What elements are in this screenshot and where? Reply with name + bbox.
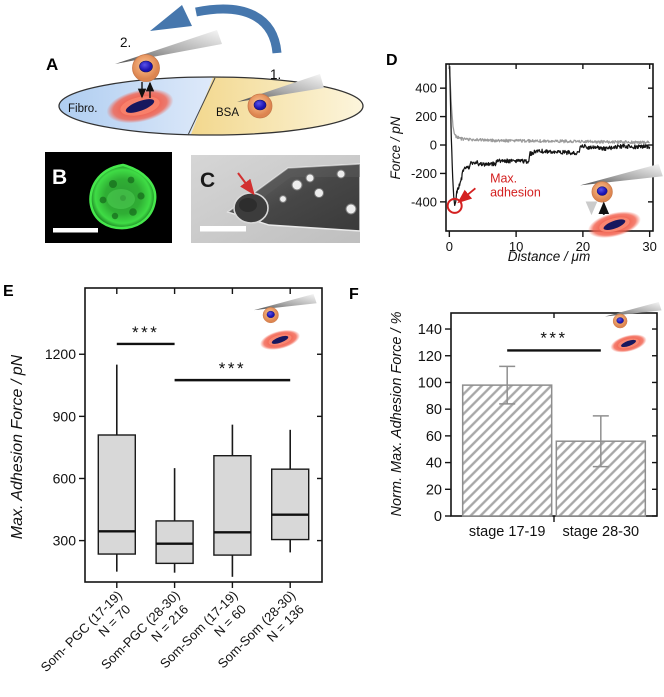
- max-adhesion-arrow-icon: [457, 187, 476, 204]
- bsa-region-label: BSA: [216, 107, 239, 119]
- plot-frame: [84, 287, 323, 583]
- attached-cell: [233, 192, 269, 224]
- scale-bar: [200, 226, 246, 232]
- panel-f-label: F: [349, 286, 359, 303]
- significance-stars: ***: [540, 328, 567, 347]
- panel-b-label: B: [52, 166, 67, 189]
- bar-label: stage 28-30: [563, 524, 640, 540]
- cantilever-2: [115, 30, 222, 82]
- svg-text:0: 0: [446, 239, 453, 254]
- svg-text:300: 300: [53, 532, 77, 548]
- transfer-arrow-icon: [150, 4, 282, 54]
- svg-text:100: 100: [418, 376, 442, 392]
- svg-text:30: 30: [642, 239, 656, 254]
- box-2: [155, 468, 194, 573]
- svg-text:200: 200: [415, 109, 437, 124]
- step-1-label: 1.: [270, 67, 281, 82]
- svg-text:0: 0: [430, 138, 437, 153]
- svg-text:-200: -200: [411, 166, 437, 181]
- max-adhesion-annotation: Max.: [490, 171, 517, 185]
- error-bar: [592, 415, 609, 468]
- approach-retract-arrows-icon: [137, 81, 155, 99]
- cantilever-cell-inset: [254, 294, 317, 350]
- green-cell: [89, 163, 157, 230]
- plot-frame: [445, 63, 654, 232]
- cell-pointer-arrow-icon: [237, 172, 255, 196]
- cantilever-cell-inset: [580, 164, 663, 238]
- box-3: [213, 424, 252, 577]
- box-4: [271, 429, 310, 553]
- panel-d-label: D: [386, 52, 398, 69]
- significance-stars: ***: [219, 359, 246, 378]
- step-2-label: 2.: [120, 35, 131, 50]
- svg-text:1200: 1200: [45, 346, 76, 362]
- panel-c-brightfield-image: C: [191, 155, 360, 243]
- svg-text:10: 10: [509, 239, 523, 254]
- droplets: [279, 169, 357, 215]
- significance-stars: ***: [132, 323, 159, 342]
- f-y-axis-title: Norm. Max. Adhesion Force / %: [389, 311, 405, 517]
- error-bar: [499, 365, 516, 405]
- svg-text:120: 120: [418, 349, 442, 365]
- d-x-axis-title: Distance / μm: [507, 249, 591, 264]
- max-adhesion-annotation: adhesion: [490, 185, 541, 199]
- max-adhesion-circle: [446, 197, 463, 214]
- svg-text:20: 20: [576, 239, 590, 254]
- curve-retraction: [449, 66, 651, 207]
- norm-adhesion-bar-chart: 0 20 40 60 80 100 120 140 stage 17-19 stage 28-30…: [418, 302, 662, 540]
- svg-text:140: 140: [418, 322, 442, 338]
- svg-text:60: 60: [426, 429, 442, 445]
- panel-a-schematic: Fibro. BSA A 2.: [46, 4, 364, 136]
- panel-b-fluorescence-image: B: [45, 152, 172, 243]
- panel-e-label: E: [3, 283, 14, 300]
- spread-cell: [106, 88, 174, 124]
- svg-text:600: 600: [53, 470, 77, 486]
- curve-approach: [448, 65, 650, 145]
- svg-text:400: 400: [415, 81, 437, 96]
- force-distance-chart: 400 200 0 -200 -400 0 10 20 30 Max.adhesion: [411, 63, 663, 254]
- bar-label: stage 17-19: [469, 524, 546, 540]
- svg-text:80: 80: [426, 402, 442, 418]
- svg-text:900: 900: [53, 408, 77, 424]
- d-y-axis-title: Force / pN: [388, 116, 403, 180]
- bar-1: [461, 384, 553, 517]
- cantilever-1: [237, 74, 324, 119]
- panel-c-label: C: [200, 169, 215, 192]
- cantilever-cell-inset: [605, 302, 662, 353]
- svg-text:40: 40: [426, 456, 442, 472]
- svg-text:20: 20: [426, 482, 442, 498]
- svg-text:-400: -400: [411, 194, 437, 209]
- svg-text:0: 0: [434, 509, 442, 525]
- scale-bar: [53, 228, 98, 233]
- panel-a-label: A: [46, 55, 58, 74]
- box-1: [97, 364, 136, 572]
- fibronectin-region-label: Fibro.: [68, 103, 97, 115]
- e-y-axis-title: Max. Adhesion Force / pN: [9, 354, 26, 540]
